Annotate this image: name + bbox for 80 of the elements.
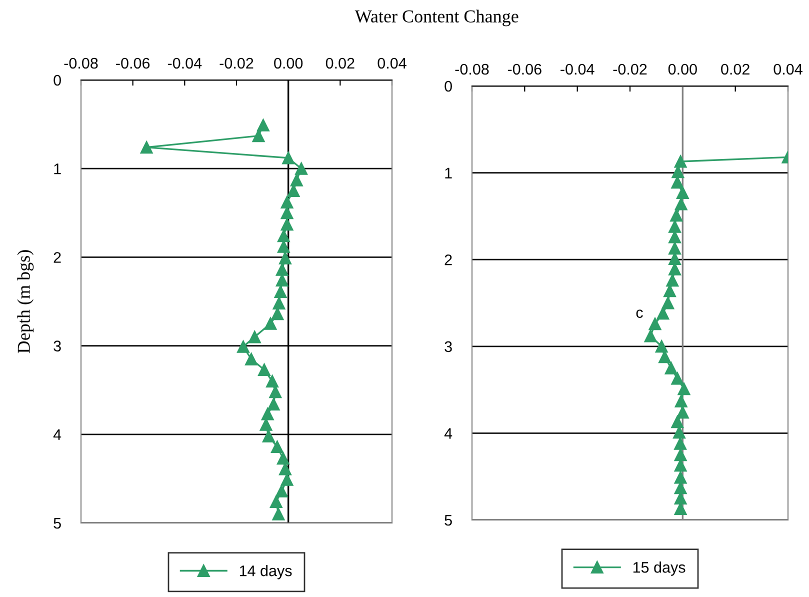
point (276, 452, 290, 465)
point (287, 184, 300, 197)
x-tick-label: 0.04 (774, 64, 802, 75)
point (140, 141, 153, 154)
point (662, 296, 674, 310)
x-tick-label: 0.04 (378, 58, 406, 69)
point (274, 286, 287, 298)
y-tick-label: 5 (444, 515, 452, 526)
y-tick-label: 2 (54, 252, 61, 263)
point (276, 263, 288, 276)
x-tick-label: -0.06 (116, 58, 150, 69)
y-tick-label: 1 (445, 168, 452, 178)
point (656, 307, 670, 320)
point (678, 382, 690, 396)
point (262, 430, 275, 442)
y-tick-label: 0 (444, 80, 452, 92)
text: Water Content Change (354, 10, 518, 26)
point (674, 437, 687, 450)
point (278, 252, 292, 264)
point (266, 374, 279, 388)
x-tick-label: 0.00 (668, 64, 697, 75)
point (676, 186, 689, 200)
point (272, 297, 286, 310)
point (674, 198, 688, 210)
point (668, 242, 682, 255)
point (674, 448, 687, 462)
x-tick-label: -0.06 (508, 64, 542, 75)
y-tick-label: 2 (444, 254, 452, 266)
point (261, 408, 274, 420)
point (671, 372, 684, 385)
y-tick-label: 5 (54, 518, 61, 529)
point (674, 155, 687, 168)
point (664, 362, 678, 374)
y-tick-label: 3 (444, 341, 452, 352)
legend-label: 15 days (633, 562, 686, 576)
point (670, 209, 683, 222)
y-tick-label: 4 (53, 429, 62, 440)
point (267, 398, 280, 411)
point (258, 363, 270, 376)
point (272, 508, 285, 520)
point (666, 274, 679, 287)
y-tick-label: 3 (54, 340, 61, 352)
x-tick-label: -0.08 (455, 64, 489, 75)
point (270, 495, 282, 508)
point (668, 220, 682, 233)
x-tick-label: -0.08 (64, 58, 98, 69)
point (245, 352, 258, 366)
point (248, 330, 261, 344)
point (676, 406, 689, 419)
point (252, 130, 265, 142)
point (270, 440, 284, 454)
point (655, 340, 668, 353)
point (674, 471, 687, 484)
x-tick-label: 0.02 (721, 64, 750, 75)
y-tick-label: 1 (54, 164, 61, 174)
x-tick-label: -0.04 (168, 58, 202, 69)
y-tick-label: 0 (54, 74, 61, 86)
point (280, 196, 294, 209)
y-axis-title: Depth (m bgs) (17, 250, 34, 354)
point (671, 416, 684, 428)
x-tick-label: 0.02 (326, 58, 354, 69)
point (674, 394, 688, 408)
legend-label: 14 days (240, 565, 292, 580)
x-tick-label: -0.02 (613, 64, 647, 75)
annotation: c (636, 310, 643, 318)
x-tick-label: 0.00 (274, 58, 303, 69)
point (648, 318, 662, 330)
point (277, 230, 290, 242)
point (282, 152, 295, 164)
point (275, 484, 288, 498)
y-tick-label: 4 (444, 428, 452, 439)
point (264, 317, 277, 330)
point (236, 340, 250, 353)
x-tick-label: -0.04 (560, 64, 594, 75)
point (280, 218, 294, 231)
point (290, 174, 303, 186)
point (295, 162, 308, 175)
x-tick-label: -0.02 (220, 58, 254, 69)
point (256, 118, 270, 132)
point (644, 330, 657, 342)
